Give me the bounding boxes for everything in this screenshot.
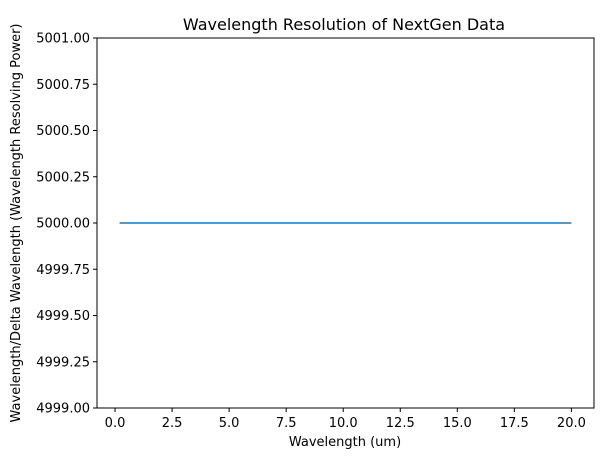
x-tick-label: 2.5 (162, 416, 183, 431)
x-tick-label: 7.5 (276, 416, 297, 431)
y-tick-label: 5000.75 (36, 78, 90, 93)
axes-frame (96, 37, 595, 409)
y-tick-label: 5000.00 (36, 217, 90, 232)
x-tick-label: 20.0 (557, 416, 586, 431)
x-tick-label: 17.5 (500, 416, 529, 431)
y-tick-label: 5001.00 (36, 32, 90, 47)
x-tick-label: 0.0 (105, 416, 126, 431)
y-axis-ticks: 4999.00 4999.25 4999.50 4999.75 5000.00 5000.… (36, 32, 97, 417)
y-tick-label: 4999.50 (36, 309, 90, 324)
y-tick-label: 5000.50 (36, 124, 90, 139)
x-tick-label: 5.0 (219, 416, 240, 431)
x-tick-label: 10.0 (329, 416, 358, 431)
x-tick-label: 15.0 (443, 416, 472, 431)
chart-title: Wavelength Resolution of NextGen Data (183, 15, 505, 34)
y-tick-label: 4999.75 (36, 263, 90, 278)
y-axis-label: Wavelength/Delta Wavelength (Wavelength … (9, 24, 24, 423)
x-axis-label: Wavelength (um) (289, 435, 401, 450)
y-tick-label: 5000.25 (36, 170, 90, 185)
y-tick-label: 4999.25 (36, 355, 90, 370)
y-tick-label: 4999.00 (36, 402, 90, 417)
x-axis-ticks: 0.0 2.5 5.0 7.5 10.0 12.5 15.0 17.5 20.0 (105, 408, 586, 431)
x-tick-label: 12.5 (386, 416, 415, 431)
